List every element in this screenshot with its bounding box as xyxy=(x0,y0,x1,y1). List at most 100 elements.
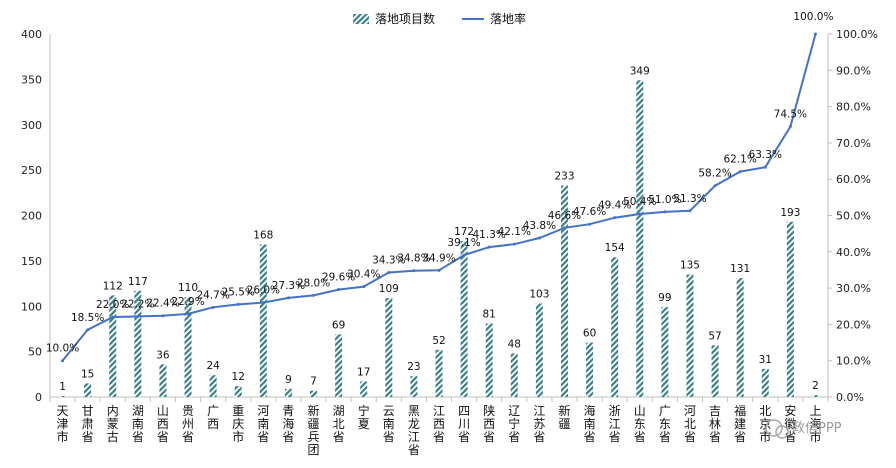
line-point xyxy=(86,328,90,332)
line-point xyxy=(638,212,642,216)
bar xyxy=(335,334,343,397)
line-value-label: 43.8% xyxy=(523,220,556,232)
line-point xyxy=(562,226,566,230)
bar xyxy=(485,323,493,397)
line-point xyxy=(236,302,240,306)
line-point xyxy=(61,359,65,363)
bar-value-label: 12 xyxy=(232,371,245,383)
category-label: 陕西省 xyxy=(483,403,495,444)
line-point xyxy=(763,165,767,169)
line-value-label: 51.3% xyxy=(673,193,706,205)
bar-value-label: 81 xyxy=(483,308,496,320)
bar xyxy=(786,221,794,397)
y-tick-left: 400 xyxy=(21,28,42,41)
line-point xyxy=(312,293,316,297)
y-tick-left: 50 xyxy=(28,346,42,359)
line-point xyxy=(412,269,416,273)
bar xyxy=(209,375,217,397)
y-tick-right: 20.0% xyxy=(836,318,871,331)
line-point xyxy=(437,268,441,272)
bar xyxy=(510,353,518,397)
bar xyxy=(761,368,769,397)
bar-value-label: 9 xyxy=(285,374,292,386)
y-tick-right: 10.0% xyxy=(836,355,871,368)
bar-value-label: 233 xyxy=(554,171,574,183)
category-label: 河北省 xyxy=(684,404,696,444)
bar-value-label: 7 xyxy=(310,376,317,388)
y-tick-right: 40.0% xyxy=(836,246,871,259)
bar xyxy=(109,295,117,397)
line-value-label: 42.1% xyxy=(498,226,531,238)
line-point xyxy=(487,245,491,249)
category-label: 辽宁省 xyxy=(508,404,520,444)
line-point xyxy=(462,253,466,257)
bar-value-label: 110 xyxy=(178,282,198,294)
bar-value-label: 52 xyxy=(432,335,445,347)
line-value-label: 22.4% xyxy=(146,298,179,310)
bar xyxy=(736,278,744,397)
bar xyxy=(310,390,318,397)
line-point xyxy=(788,125,792,129)
line-point xyxy=(337,288,341,292)
y-tick-right: 80.0% xyxy=(836,101,871,114)
line-value-label: 50.4% xyxy=(623,196,656,208)
line-value-label: 41.3% xyxy=(473,229,506,241)
bar-value-label: 168 xyxy=(253,230,273,242)
data-labels: 1 15 112 117 36 110 24 12 168 9 7 69 17 109 23 52 172 81 4… xyxy=(46,11,834,393)
category-label: 北京市 xyxy=(759,404,771,444)
watermark: 政信PPP xyxy=(765,419,842,439)
bar xyxy=(410,376,418,397)
line-value-label: 100.0% xyxy=(793,11,833,23)
category-label: 贵州省 xyxy=(182,404,194,444)
line-value-label: 39.1% xyxy=(447,237,480,249)
legend-swatch-bar xyxy=(353,14,369,24)
category-label: 四川省 xyxy=(458,404,470,444)
category-label: 上海市 xyxy=(809,404,821,444)
y-tick-left: 150 xyxy=(21,255,42,268)
line-value-label: 22.2% xyxy=(121,298,154,310)
bar xyxy=(84,383,92,397)
line-series xyxy=(61,32,817,363)
line-value-label: 58.2% xyxy=(698,168,731,180)
bar xyxy=(586,342,594,397)
bar-value-label: 103 xyxy=(529,289,549,301)
line-point xyxy=(261,301,265,305)
category-label: 甘肃省 xyxy=(82,404,94,444)
bar xyxy=(159,364,167,397)
wechat-icon xyxy=(765,419,783,437)
bar-value-label: 60 xyxy=(583,328,596,340)
category-label: 广西 xyxy=(207,404,219,431)
y-tick-left: 0 xyxy=(35,391,42,404)
line-value-label: 47.6% xyxy=(573,206,606,218)
category-label: 天津市 xyxy=(57,404,69,444)
bar xyxy=(284,388,292,397)
category-label: 青海省 xyxy=(282,404,294,444)
line-point xyxy=(286,296,290,300)
line-point xyxy=(161,314,165,318)
line-value-label: 26.0% xyxy=(247,285,280,297)
bar xyxy=(385,298,393,397)
watermark-text: 政信PPP xyxy=(792,421,842,436)
bar-series xyxy=(59,80,819,397)
category-label: 安徽省 xyxy=(784,403,796,444)
line-point xyxy=(211,305,215,309)
bar xyxy=(686,274,694,397)
bar-value-label: 99 xyxy=(658,292,671,304)
line-point xyxy=(136,314,140,318)
y-tick-right: 30.0% xyxy=(836,282,871,295)
line-value-label: 34.3% xyxy=(372,254,405,266)
bar-value-label: 23 xyxy=(407,361,420,373)
line-value-label: 24.7% xyxy=(196,289,229,301)
bar-value-label: 1 xyxy=(59,381,66,393)
line-value-label: 49.4% xyxy=(598,200,631,212)
bar-value-label: 109 xyxy=(379,283,399,295)
category-label: 新疆 xyxy=(558,403,570,431)
category-label: 山东省 xyxy=(634,404,646,444)
bar-value-label: 24 xyxy=(206,360,220,372)
line-value-label: 62.1% xyxy=(723,154,756,166)
line-point xyxy=(362,285,366,289)
bar-value-label: 15 xyxy=(81,368,94,380)
bar-value-label: 112 xyxy=(103,280,123,292)
line-point xyxy=(588,222,592,226)
